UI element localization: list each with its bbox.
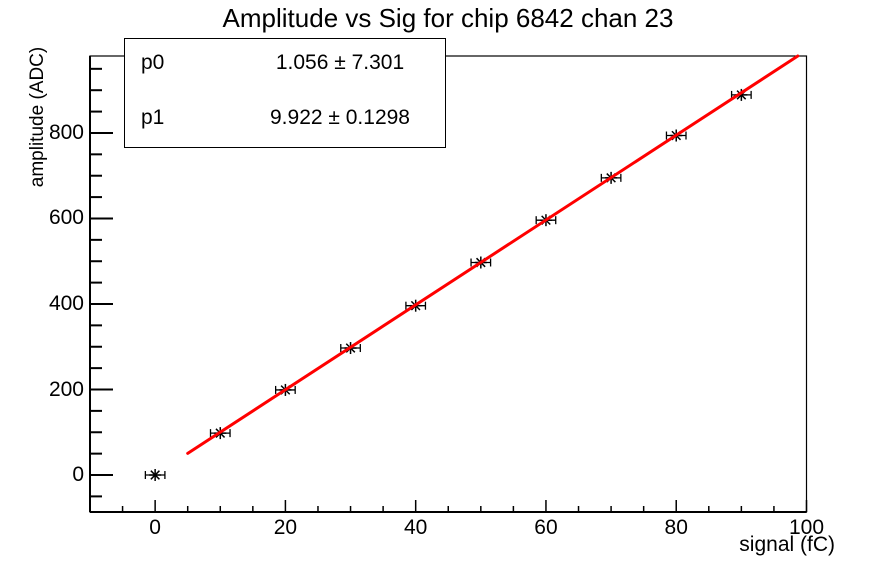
marker-stroke (150, 470, 160, 480)
fit-line (186, 54, 800, 455)
fit-line-layer (186, 54, 800, 455)
stat-param-value: 9.922 ± 0.1298 (270, 105, 410, 129)
y-axis-title: amplitude (ADC) (27, 46, 48, 188)
stat-param-value: 1.056 ± 7.301 (275, 50, 405, 74)
stat-row-p0: p0 1.056 ± 7.301 (125, 35, 445, 90)
axis-ticks (89, 67, 808, 512)
stat-row-p1: p1 9.922 ± 0.1298 (125, 90, 445, 145)
stat-param-name: p0 (141, 50, 165, 74)
data-point-marker (144, 469, 166, 482)
fit-stats-box: p0 1.056 ± 7.301 p1 9.922 ± 0.1298 (124, 38, 446, 148)
x-axis-title: signal (fC) (739, 533, 835, 556)
fit-stats-rows: p0 1.056 ± 7.301 p1 9.922 ± 0.1298 (125, 35, 445, 145)
data-point-marker (730, 88, 752, 101)
chart-title: Amplitude vs Sig for chip 6842 chan 23 (222, 3, 674, 33)
stat-param-name: p1 (141, 105, 165, 129)
